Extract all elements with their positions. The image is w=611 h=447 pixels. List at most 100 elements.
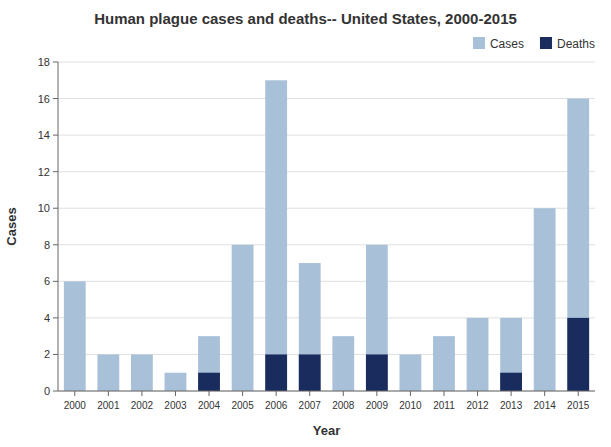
legend-swatch <box>540 37 552 49</box>
x-tick <box>343 391 344 396</box>
x-tick-label: 2013 <box>500 400 523 411</box>
bar <box>198 373 220 391</box>
x-tick-label: 2005 <box>231 400 254 411</box>
y-tick <box>53 354 58 355</box>
bar <box>567 99 589 391</box>
x-tick-label: 2003 <box>164 400 187 411</box>
grid-line <box>58 135 595 136</box>
grid-line <box>58 171 595 172</box>
x-tick-label: 2004 <box>198 400 221 411</box>
bar <box>366 354 388 391</box>
y-tick-label: 8 <box>44 239 50 251</box>
x-axis: 2000200120022003200420052006200720082009… <box>58 391 595 411</box>
y-tick <box>53 208 58 209</box>
bar <box>265 80 287 391</box>
bar <box>534 208 556 391</box>
x-tick-label: 2000 <box>64 400 87 411</box>
y-tick <box>53 135 58 136</box>
y-tick-label: 10 <box>38 202 50 214</box>
y-grid <box>58 62 595 391</box>
bar <box>332 336 354 391</box>
bar <box>299 263 321 391</box>
x-axis-line <box>58 391 595 392</box>
x-tick <box>209 391 210 396</box>
series-0 <box>64 80 589 391</box>
grid-line <box>58 244 595 245</box>
bar <box>366 245 388 391</box>
bar <box>567 318 589 391</box>
x-tick <box>276 391 277 396</box>
bar <box>500 373 522 391</box>
y-tick-label: 6 <box>44 275 50 287</box>
y-tick <box>53 317 58 318</box>
x-tick <box>141 391 142 396</box>
y-tick <box>53 391 58 392</box>
x-tick <box>511 391 512 396</box>
y-tick-label: 4 <box>44 312 50 324</box>
x-axis-label: Year <box>313 423 340 438</box>
x-tick-label: 2010 <box>399 400 422 411</box>
x-tick-label: 2008 <box>332 400 355 411</box>
y-tick-label: 14 <box>38 129 50 141</box>
x-tick-label: 2015 <box>567 400 590 411</box>
y-tick <box>53 171 58 172</box>
legend-label: Cases <box>490 37 524 51</box>
grid-line <box>58 98 595 99</box>
bar <box>399 354 421 391</box>
chart-svg: 0246810121416182000200120022003200420052… <box>0 0 611 447</box>
legend-label: Deaths <box>557 37 595 51</box>
x-tick <box>74 391 75 396</box>
bar <box>131 354 153 391</box>
x-tick <box>410 391 411 396</box>
legend-item: Cases <box>473 37 524 51</box>
bar <box>467 318 489 391</box>
bar <box>232 245 254 391</box>
x-tick-label: 2014 <box>534 400 557 411</box>
x-tick <box>175 391 176 396</box>
x-tick <box>578 391 579 396</box>
bar <box>165 373 187 391</box>
y-axis: 0 2 4 6 8 10 12 14 16 18 <box>38 56 58 397</box>
bar <box>265 354 287 391</box>
x-tick <box>242 391 243 396</box>
x-tick-label: 2012 <box>466 400 489 411</box>
bar <box>64 281 86 391</box>
y-tick-label: 12 <box>38 166 50 178</box>
x-tick-label: 2011 <box>433 400 455 411</box>
bar <box>500 318 522 391</box>
y-axis-label: Cases <box>4 207 19 245</box>
y-tick <box>53 98 58 99</box>
y-tick <box>53 244 58 245</box>
series-1 <box>198 318 589 391</box>
y-tick-label: 0 <box>44 385 50 397</box>
y-tick <box>53 281 58 282</box>
legend-item: Deaths <box>540 37 595 51</box>
grid-line <box>58 208 595 209</box>
x-tick <box>544 391 545 396</box>
legend: Cases Deaths <box>473 37 595 51</box>
x-tick <box>309 391 310 396</box>
bar <box>299 354 321 391</box>
y-tick-label: 18 <box>38 56 50 68</box>
x-tick <box>376 391 377 396</box>
grid-line <box>58 281 595 282</box>
grid-line <box>58 62 595 63</box>
bar <box>433 336 455 391</box>
chart-container: 0246810121416182000200120022003200420052… <box>0 0 611 447</box>
x-tick <box>477 391 478 396</box>
x-tick <box>108 391 109 396</box>
x-tick-label: 2006 <box>265 400 288 411</box>
bar <box>198 336 220 391</box>
bar <box>97 354 119 391</box>
grid-line <box>58 391 595 392</box>
y-axis-line <box>58 62 59 391</box>
x-tick <box>443 391 444 396</box>
y-tick-label: 2 <box>44 348 50 360</box>
x-tick-label: 2007 <box>299 400 322 411</box>
bars <box>64 80 589 391</box>
chart-title: Human plague cases and deaths-- United S… <box>94 10 517 27</box>
x-tick-label: 2009 <box>366 400 389 411</box>
y-tick-label: 16 <box>38 93 50 105</box>
legend-swatch <box>473 37 485 49</box>
y-tick <box>53 62 58 63</box>
